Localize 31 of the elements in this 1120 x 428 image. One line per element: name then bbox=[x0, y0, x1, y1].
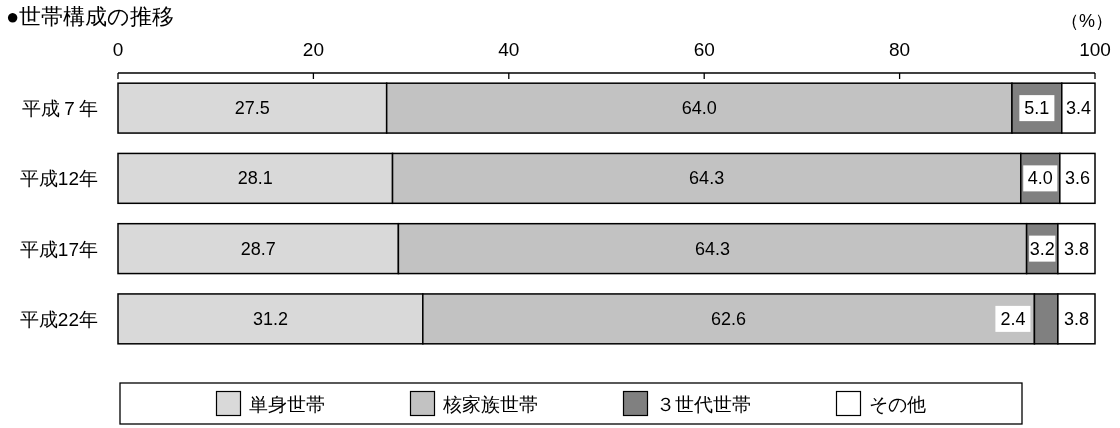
data-label: 31.2 bbox=[252, 308, 288, 329]
data-label: 62.6 bbox=[711, 308, 747, 329]
x-tick-label: 0 bbox=[112, 39, 124, 60]
data-label: 4.0 bbox=[1027, 168, 1053, 189]
legend-label: 核家族世帯 bbox=[441, 393, 538, 415]
x-tick-label: 100 bbox=[1079, 39, 1111, 60]
chart-title: ●世帯構成の推移 bbox=[6, 4, 175, 29]
x-tick-label: 20 bbox=[302, 39, 324, 60]
legend-label: ３世代世帯 bbox=[655, 393, 751, 415]
x-tick-label: 80 bbox=[889, 39, 911, 60]
data-label: 2.4 bbox=[1000, 308, 1026, 329]
x-tick-label: 40 bbox=[498, 39, 520, 60]
data-label: 3.8 bbox=[1063, 238, 1089, 259]
data-label: 64.0 bbox=[681, 98, 717, 119]
legend-label: 単身世帯 bbox=[248, 393, 325, 415]
x-tick-label: 60 bbox=[693, 39, 715, 60]
y-tick-label: 平成22年 bbox=[19, 308, 98, 330]
y-tick-label: 平成７年 bbox=[22, 98, 98, 120]
data-label: 27.5 bbox=[234, 98, 270, 119]
data-label: 28.7 bbox=[240, 238, 276, 259]
y-tick-label: 平成17年 bbox=[19, 238, 98, 260]
data-label: 5.1 bbox=[1024, 98, 1050, 119]
data-label: 3.8 bbox=[1063, 308, 1089, 329]
data-label: 28.1 bbox=[237, 168, 273, 189]
data-label: 3.4 bbox=[1065, 98, 1091, 119]
legend-label: その他 bbox=[868, 393, 926, 415]
y-tick-label: 平成12年 bbox=[19, 168, 98, 190]
data-label: 3.6 bbox=[1064, 168, 1090, 189]
data-label: 64.3 bbox=[689, 168, 725, 189]
data-label: 64.3 bbox=[694, 238, 731, 259]
x-axis-title: （%） bbox=[1060, 11, 1113, 31]
